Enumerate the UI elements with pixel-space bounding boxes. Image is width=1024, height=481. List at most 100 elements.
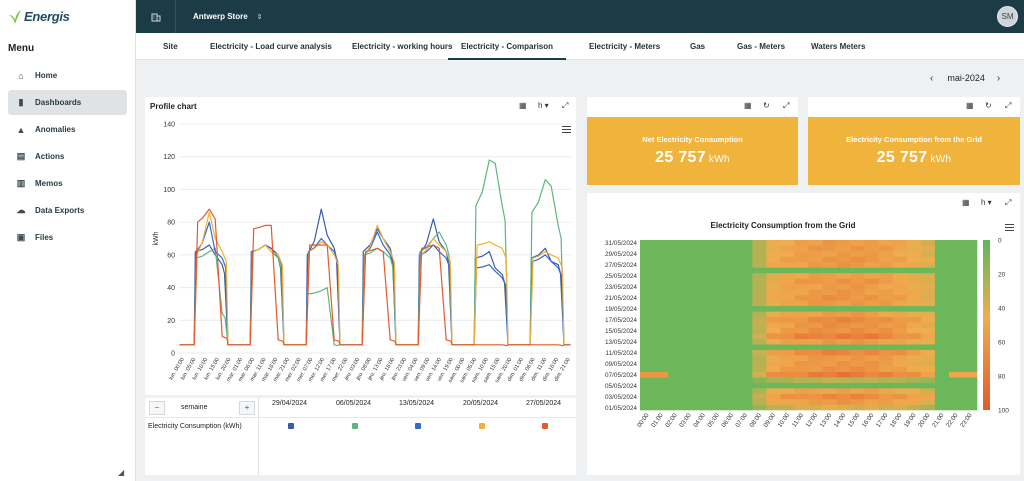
- sidebar-item-home[interactable]: ⌂ Home: [8, 63, 127, 88]
- expand-icon[interactable]: ⤢: [562, 101, 569, 110]
- calendar-icon[interactable]: ▦: [966, 101, 974, 110]
- heatmap-cell: [920, 377, 936, 383]
- tab-electricity-comparison[interactable]: Electricity - Comparison: [448, 33, 567, 60]
- heatmap-cell: [948, 311, 964, 318]
- heatmap-cell: [766, 289, 781, 296]
- heatmap-cell: [864, 283, 880, 290]
- heatmap-cell: [682, 289, 697, 296]
- resolution-select[interactable]: h ▾: [981, 198, 992, 207]
- refresh-icon[interactable]: ↻: [763, 101, 770, 110]
- tab-waters-meters[interactable]: Waters Meters: [811, 42, 866, 51]
- heatmap-cell: [822, 338, 837, 345]
- heatmap-cell: [724, 311, 739, 318]
- heatmap-cell: [962, 278, 978, 285]
- heatmap-cell: [654, 245, 669, 252]
- heatmap-cell: [668, 261, 683, 268]
- memo-icon: ▥: [16, 178, 26, 188]
- heatmap-cell: [864, 240, 880, 246]
- heatmap-cell: [920, 382, 936, 389]
- resolution-select[interactable]: h ▾: [538, 101, 549, 110]
- heatmap-cell: [640, 261, 655, 268]
- sidebar-item-memos[interactable]: ▥ Memos: [8, 171, 127, 196]
- heatmap-cell: [850, 240, 865, 246]
- refresh-icon[interactable]: ↻: [985, 101, 992, 110]
- heatmap-cell: [766, 245, 781, 252]
- y-tick-label: 03/05/2024: [605, 394, 637, 401]
- y-tick-label: 15/05/2024: [605, 328, 637, 335]
- heatmap-cell: [934, 344, 950, 350]
- heatmap-cell: [766, 278, 781, 285]
- sidebar-item-data-exports[interactable]: ☁ Data Exports: [8, 198, 127, 223]
- heatmap-cell: [668, 305, 683, 312]
- collapse-sidebar-icon[interactable]: ◢: [118, 468, 125, 477]
- heatmap-cell: [822, 360, 837, 367]
- heatmap-cell: [668, 360, 683, 367]
- next-period-button[interactable]: +: [239, 401, 255, 415]
- heatmap-cell: [738, 371, 753, 378]
- heatmap-cell: [906, 240, 922, 246]
- updown-chevron-icon[interactable]: ⇕: [256, 13, 263, 21]
- heatmap-cell: [640, 305, 655, 312]
- calendar-icon[interactable]: ▦: [744, 101, 752, 110]
- tab-gas-meters[interactable]: Gas - Meters: [737, 42, 786, 51]
- expand-icon[interactable]: ⤢: [1005, 198, 1012, 207]
- store-selector-label[interactable]: Antwerp Store: [193, 12, 248, 21]
- heatmap-cell: [864, 294, 880, 301]
- heatmap-cell: [682, 366, 697, 372]
- previous-period-button[interactable]: −: [149, 401, 165, 415]
- heatmap-cell: [668, 355, 683, 361]
- heatmap-cell: [766, 256, 781, 263]
- y-tick-label: 29/05/2024: [605, 251, 637, 258]
- expand-icon[interactable]: ⤢: [1005, 101, 1012, 110]
- heatmap-cell: [836, 272, 851, 279]
- chart-menu-icon[interactable]: [1005, 224, 1014, 231]
- tab-gas[interactable]: Gas: [690, 42, 706, 51]
- chart-menu-icon[interactable]: [562, 126, 571, 133]
- heatmap-cell: [920, 300, 936, 307]
- heatmap-cell: [836, 327, 851, 334]
- calendar-icon[interactable]: ▦: [519, 101, 527, 110]
- previous-month-icon[interactable]: ‹: [930, 72, 934, 84]
- logo[interactable]: Energis: [0, 0, 135, 33]
- expand-icon[interactable]: ⤢: [783, 101, 790, 110]
- x-tick-label: 16:00: [861, 412, 876, 429]
- heatmap-cell: [962, 388, 978, 394]
- tab-electricity-meters[interactable]: Electricity - Meters: [589, 42, 661, 51]
- heatmap-cell: [948, 338, 964, 345]
- avatar[interactable]: SM: [997, 6, 1018, 27]
- heatmap-cell: [822, 322, 837, 329]
- tab-electricity-load-curve-analysis[interactable]: Electricity - Load curve analysis: [210, 42, 332, 51]
- heatmap-cell: [668, 300, 683, 307]
- heatmap-cell: [766, 360, 781, 367]
- heatmap-cell: [850, 388, 865, 394]
- heatmap-cell: [724, 393, 739, 400]
- heatmap-cell: [654, 393, 669, 400]
- heatmap-cell: [822, 305, 837, 312]
- tab-electricity-working-hours[interactable]: Electricity - working hours: [352, 42, 453, 51]
- heatmap-cell: [892, 272, 908, 279]
- sidebar-item-anomalies[interactable]: ▲ Anomalies: [8, 117, 127, 142]
- calendar-icon[interactable]: ▦: [962, 198, 970, 207]
- kpi-unit: kWh: [708, 154, 730, 165]
- x-tick-label: 17:00: [875, 412, 890, 429]
- heatmap-cell: [780, 393, 795, 400]
- week-label: 06/05/2024: [336, 400, 372, 407]
- heatmap-cell: [696, 333, 711, 340]
- heatmap-cell: [682, 272, 697, 279]
- next-month-icon[interactable]: ›: [996, 72, 1001, 84]
- heatmap-cell: [906, 349, 922, 356]
- sidebar-item-actions[interactable]: ▤ Actions: [8, 144, 127, 169]
- heatmap-cell: [892, 393, 908, 400]
- heatmap-cell: [794, 382, 809, 389]
- heatmap-cell: [864, 393, 880, 400]
- heatmap-cell: [962, 272, 978, 279]
- heatmap-cell: [892, 360, 908, 367]
- heatmap-cell: [892, 311, 908, 318]
- sidebar-item-dashboards[interactable]: ▮ Dashboards: [8, 90, 127, 115]
- heatmap-cell: [766, 240, 781, 246]
- heatmap-cell: [738, 272, 753, 279]
- heatmap-cell: [920, 355, 936, 361]
- tab-site[interactable]: Site: [163, 42, 178, 51]
- heatmap-cell: [668, 278, 683, 285]
- sidebar-item-files[interactable]: ▣ Files: [8, 225, 127, 250]
